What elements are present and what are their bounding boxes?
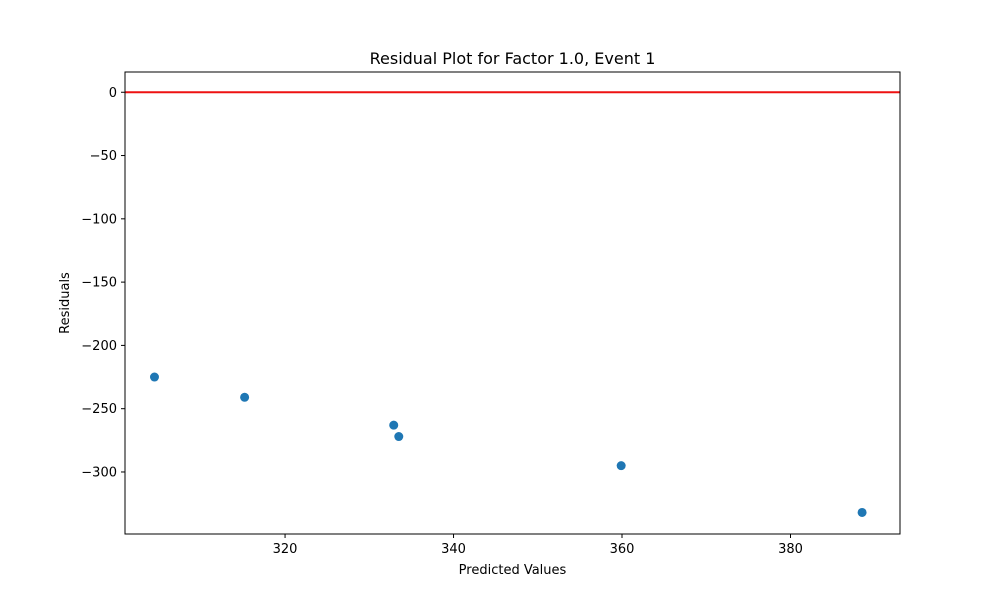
y-tick-label: −50 [90, 149, 117, 164]
y-tick-label: −300 [81, 465, 117, 480]
data-point [240, 392, 250, 402]
x-tick-label: 380 [778, 542, 803, 557]
data-point [857, 507, 867, 517]
x-axis-label: Predicted Values [459, 563, 567, 578]
x-tick-label: 320 [273, 542, 298, 557]
y-tick-label: −200 [81, 339, 117, 354]
data-point [389, 420, 399, 430]
axes-frame [124, 71, 901, 535]
data-point [616, 461, 626, 471]
y-tick-label: −250 [81, 402, 117, 417]
y-tick-label: −100 [81, 212, 117, 227]
chart-title: Residual Plot for Factor 1.0, Event 1 [370, 49, 656, 68]
y-tick-label: 0 [109, 86, 117, 101]
data-point [394, 432, 404, 442]
plot-area: 0 −50 −100 −150 −200 −250 −300 320 340 360 380 [81, 86, 900, 557]
x-tick-label: 360 [610, 542, 635, 557]
x-tick-label: 340 [441, 542, 466, 557]
data-point [149, 372, 159, 382]
y-tick-label: −150 [81, 276, 117, 291]
y-axis-label: Residuals [58, 272, 73, 334]
